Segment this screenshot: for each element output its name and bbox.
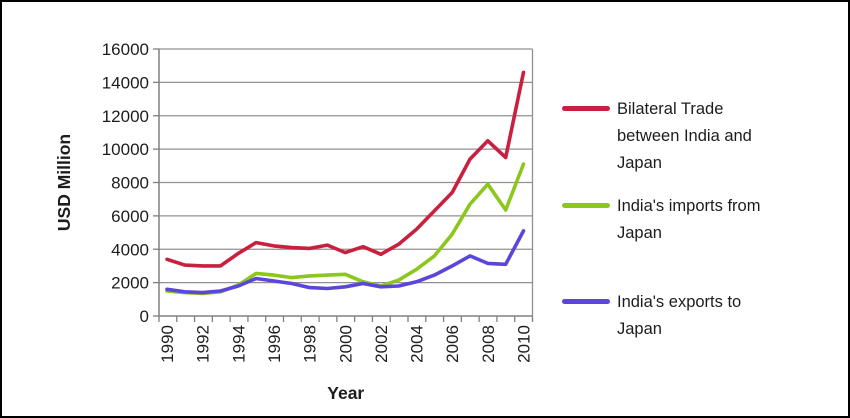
x-tick-label: 1992	[194, 325, 213, 363]
y-tick-label: 0	[140, 307, 149, 326]
y-tick-label: 6000	[111, 207, 149, 226]
legend-swatch-red-line	[562, 106, 610, 111]
y-tick-label: 4000	[111, 240, 149, 259]
x-tick-label: 1990	[158, 325, 177, 363]
legend-swatch-blue-line	[562, 299, 610, 304]
legend-entry-bilateral-trade: Bilateral Trade between India and Japan	[562, 96, 812, 177]
legend-label: India's imports from Japan	[617, 197, 761, 242]
legend-swatch-green-line	[562, 203, 610, 208]
legend-entry-imports: India's imports from Japan	[562, 193, 812, 247]
x-tick-label: 2000	[336, 325, 355, 363]
legend-entry-exports: India's exports to Japan	[562, 289, 812, 343]
series-line-0	[165, 70, 526, 268]
x-tick-label: 1998	[301, 325, 320, 363]
x-tick-label: 1996	[265, 325, 284, 363]
x-tick-label: 1994	[229, 325, 248, 363]
x-tick-label: 2006	[443, 325, 462, 363]
y-tick-label: 16000	[102, 40, 149, 59]
series-line-1	[165, 162, 526, 296]
y-tick-label: 10000	[102, 140, 149, 159]
legend-label: Bilateral Trade between India and Japan	[617, 100, 752, 172]
series-line-2	[165, 229, 526, 295]
x-tick-label: 2004	[408, 325, 427, 363]
x-tick-label: 2008	[479, 325, 498, 363]
y-tick-label: 14000	[102, 73, 149, 92]
y-tick-label: 12000	[102, 107, 149, 126]
y-tick-label: 2000	[111, 274, 149, 293]
x-tick-label: 2010	[515, 325, 534, 363]
legend-label: India's exports to Japan	[617, 293, 742, 338]
x-tick-label: 2002	[372, 325, 391, 363]
y-axis-title: USD Million	[54, 134, 74, 231]
y-tick-label: 8000	[111, 174, 149, 193]
x-axis-title: Year	[327, 383, 364, 403]
